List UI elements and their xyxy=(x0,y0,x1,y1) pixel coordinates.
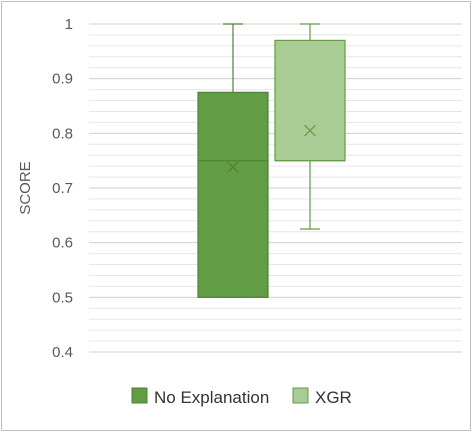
legend-label: No Explanation xyxy=(154,388,269,407)
box-body xyxy=(197,91,269,298)
mean-marker xyxy=(304,124,316,137)
y-axis-tick-labels: 0.4 0.5 0.6 0.7 0.8 0.9 1 xyxy=(52,16,73,361)
legend-swatch xyxy=(292,387,309,404)
y-tick-label: 1 xyxy=(65,16,73,33)
legend-swatch xyxy=(131,387,148,404)
boxes xyxy=(197,23,346,298)
legend-item: No Explanation xyxy=(131,387,269,407)
mean-marker xyxy=(227,161,239,174)
y-tick-label: 0.5 xyxy=(52,289,73,306)
box-body xyxy=(274,39,346,162)
box-xgr xyxy=(274,23,346,230)
y-axis-title: SCORE xyxy=(17,161,34,214)
legend-item: XGR xyxy=(292,387,352,407)
y-tick-label: 0.4 xyxy=(52,344,73,361)
legend-label: XGR xyxy=(315,388,352,407)
y-tick-label: 0.7 xyxy=(52,180,73,197)
legend: No Explanation XGR xyxy=(131,387,352,407)
y-tick-label: 0.9 xyxy=(52,71,73,88)
box-no-explanation xyxy=(197,23,269,298)
y-tick-label: 0.8 xyxy=(52,125,73,142)
y-tick-label: 0.6 xyxy=(52,235,73,252)
